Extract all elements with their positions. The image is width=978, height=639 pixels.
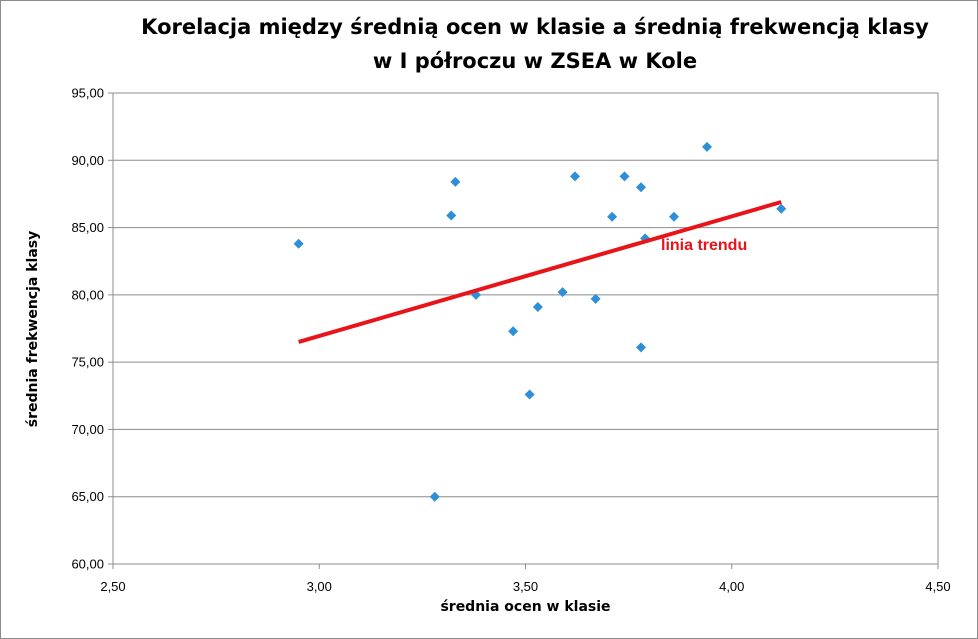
x-tick-label: 4,00 — [719, 579, 744, 594]
trend-line — [298, 200, 782, 344]
y-tick-label: 80,00 — [71, 287, 104, 302]
data-point — [446, 210, 457, 221]
data-point — [429, 491, 440, 502]
data-point — [532, 301, 543, 312]
y-axis-ticks: 60,00 65,00 70,00 75,00 80,00 85,00 90,00 95,00 — [71, 86, 113, 572]
x-tick-label: 2,50 — [100, 579, 125, 594]
data-point — [669, 211, 679, 222]
y-tick-label: 75,00 — [71, 355, 104, 370]
y-tick-label: 95,00 — [71, 86, 104, 101]
chart-title: Korelacja między średnią ocen w klasie a… — [141, 15, 929, 39]
data-point — [293, 238, 304, 249]
y-tick-label: 90,00 — [71, 153, 104, 168]
y-tick-label: 85,00 — [71, 220, 104, 235]
data-point — [590, 293, 601, 304]
data-point — [524, 389, 535, 400]
data-point — [557, 287, 568, 298]
data-point — [776, 203, 787, 214]
data-point — [636, 182, 646, 193]
x-axis-ticks: 2,50 3,00 3,50 4,00 4,50 — [100, 564, 951, 594]
data-point — [450, 176, 461, 187]
x-tick-label: 3,00 — [307, 579, 332, 594]
data-point — [636, 342, 646, 353]
y-axis-label: średnia frekwencja klasy — [25, 230, 41, 428]
plot-area — [112, 92, 939, 565]
data-point — [508, 326, 519, 337]
x-axis-label: średnia ocen w klasie — [440, 599, 611, 615]
data-points — [293, 141, 787, 502]
data-point — [570, 171, 580, 182]
y-tick-label: 70,00 — [71, 422, 104, 437]
data-point — [702, 141, 712, 152]
y-tick-label: 65,00 — [71, 489, 104, 504]
x-tick-label: 4,50 — [925, 579, 950, 594]
chart-subtitle: w I półroczu w ZSEA w Kole — [372, 49, 698, 73]
gridlines — [113, 159, 938, 498]
data-point — [607, 211, 618, 222]
trend-line-label: linia trendu — [661, 237, 747, 254]
y-tick-label: 60,00 — [71, 557, 104, 572]
x-tick-label: 3,50 — [513, 579, 538, 594]
data-point — [619, 171, 630, 182]
